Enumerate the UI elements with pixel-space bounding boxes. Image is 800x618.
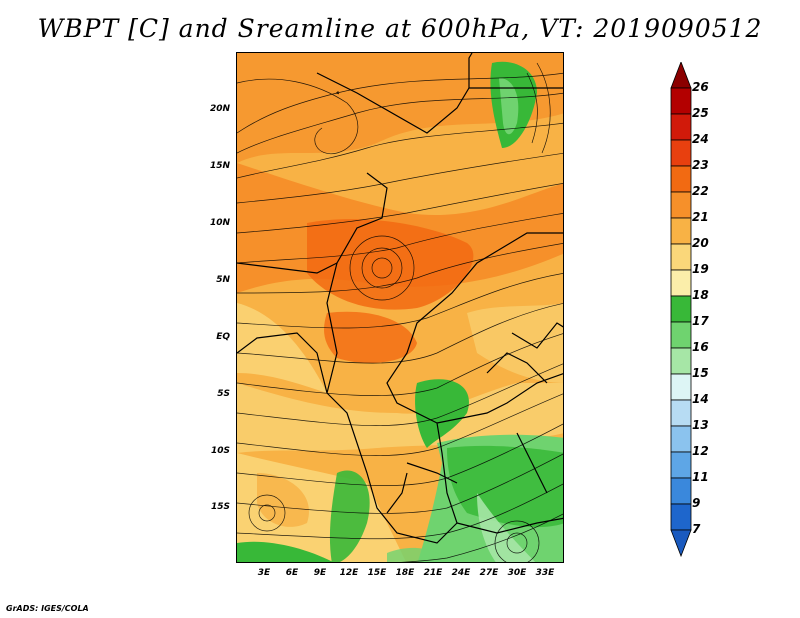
colorbar-swatch (670, 113, 692, 141)
colorbar-label-16: 16 (692, 340, 709, 354)
colorbar-swatch (670, 399, 692, 427)
colorbar-swatch (670, 269, 692, 297)
chart-title: WBPT [C] and Sreamline at 600hPa, VT: 20… (37, 14, 763, 43)
lon-label-21e: 21E (423, 568, 443, 578)
lat-label-15s: 15S (210, 502, 230, 512)
colorbar-top-arrow (670, 62, 692, 89)
lon-label-12e: 12E (339, 568, 359, 578)
colorbar-swatch (670, 295, 692, 323)
colorbar-swatch (670, 191, 692, 219)
colorbar-label-15: 15 (692, 366, 709, 380)
lon-label-6e: 6E (285, 568, 299, 578)
lon-label-33e: 33E (535, 568, 555, 578)
colorbar-label-14: 14 (692, 392, 709, 406)
colorbar-label-12: 12 (692, 444, 709, 458)
colorbar-swatch (670, 217, 692, 245)
colorbar-swatch (670, 139, 692, 167)
colorbar-swatch (670, 503, 692, 531)
lon-label-15e: 15E (367, 568, 387, 578)
lon-label-24e: 24E (451, 568, 471, 578)
map-panel (236, 52, 564, 563)
colorbar-label-17: 17 (692, 314, 709, 328)
colorbar-label-22: 22 (692, 184, 709, 198)
lon-label-3e: 3E (257, 568, 271, 578)
colorbar-swatch (670, 165, 692, 193)
colorbar-swatch (670, 477, 692, 505)
lon-label-9e: 9E (313, 568, 327, 578)
colorbar-label-11: 11 (692, 470, 709, 484)
colorbar-label-25: 25 (692, 106, 709, 120)
footer-credit: GrADS: IGES/COLA (6, 604, 89, 613)
lat-label-20n: 20N (209, 104, 230, 114)
lon-label-27e: 27E (479, 568, 499, 578)
colorbar-label-26: 26 (692, 80, 709, 94)
colorbar-label-9: 9 (692, 496, 701, 510)
lat-label-5n: 5N (216, 275, 230, 285)
wbpt-field (237, 53, 563, 562)
lat-label-10s: 10S (210, 446, 230, 456)
lat-label-15n: 15N (209, 161, 230, 171)
colorbar-label-19: 19 (692, 262, 709, 276)
lon-label-18e: 18E (395, 568, 415, 578)
colorbar-swatch (670, 347, 692, 375)
lat-label-5s: 5S (217, 389, 230, 399)
lat-label-eq: EQ (216, 332, 230, 342)
colorbar-label-13: 13 (692, 418, 709, 432)
colorbar-swatch (670, 243, 692, 271)
colorbar-label-23: 23 (692, 158, 709, 172)
colorbar-swatch (670, 425, 692, 453)
colorbar-swatch (670, 321, 692, 349)
colorbar-label-20: 20 (692, 236, 709, 250)
colorbar-label-7: 7 (692, 522, 701, 536)
colorbar-swatch (670, 451, 692, 479)
lon-label-30e: 30E (507, 568, 527, 578)
colorbar-label-18: 18 (692, 288, 709, 302)
colorbar (670, 62, 692, 558)
colorbar-label-24: 24 (692, 132, 709, 146)
colorbar-label-21: 21 (692, 210, 709, 224)
colorbar-bottom-arrow (670, 529, 692, 558)
colorbar-swatch (670, 87, 692, 115)
colorbar-swatch (670, 373, 692, 401)
lat-label-10n: 10N (209, 218, 230, 228)
